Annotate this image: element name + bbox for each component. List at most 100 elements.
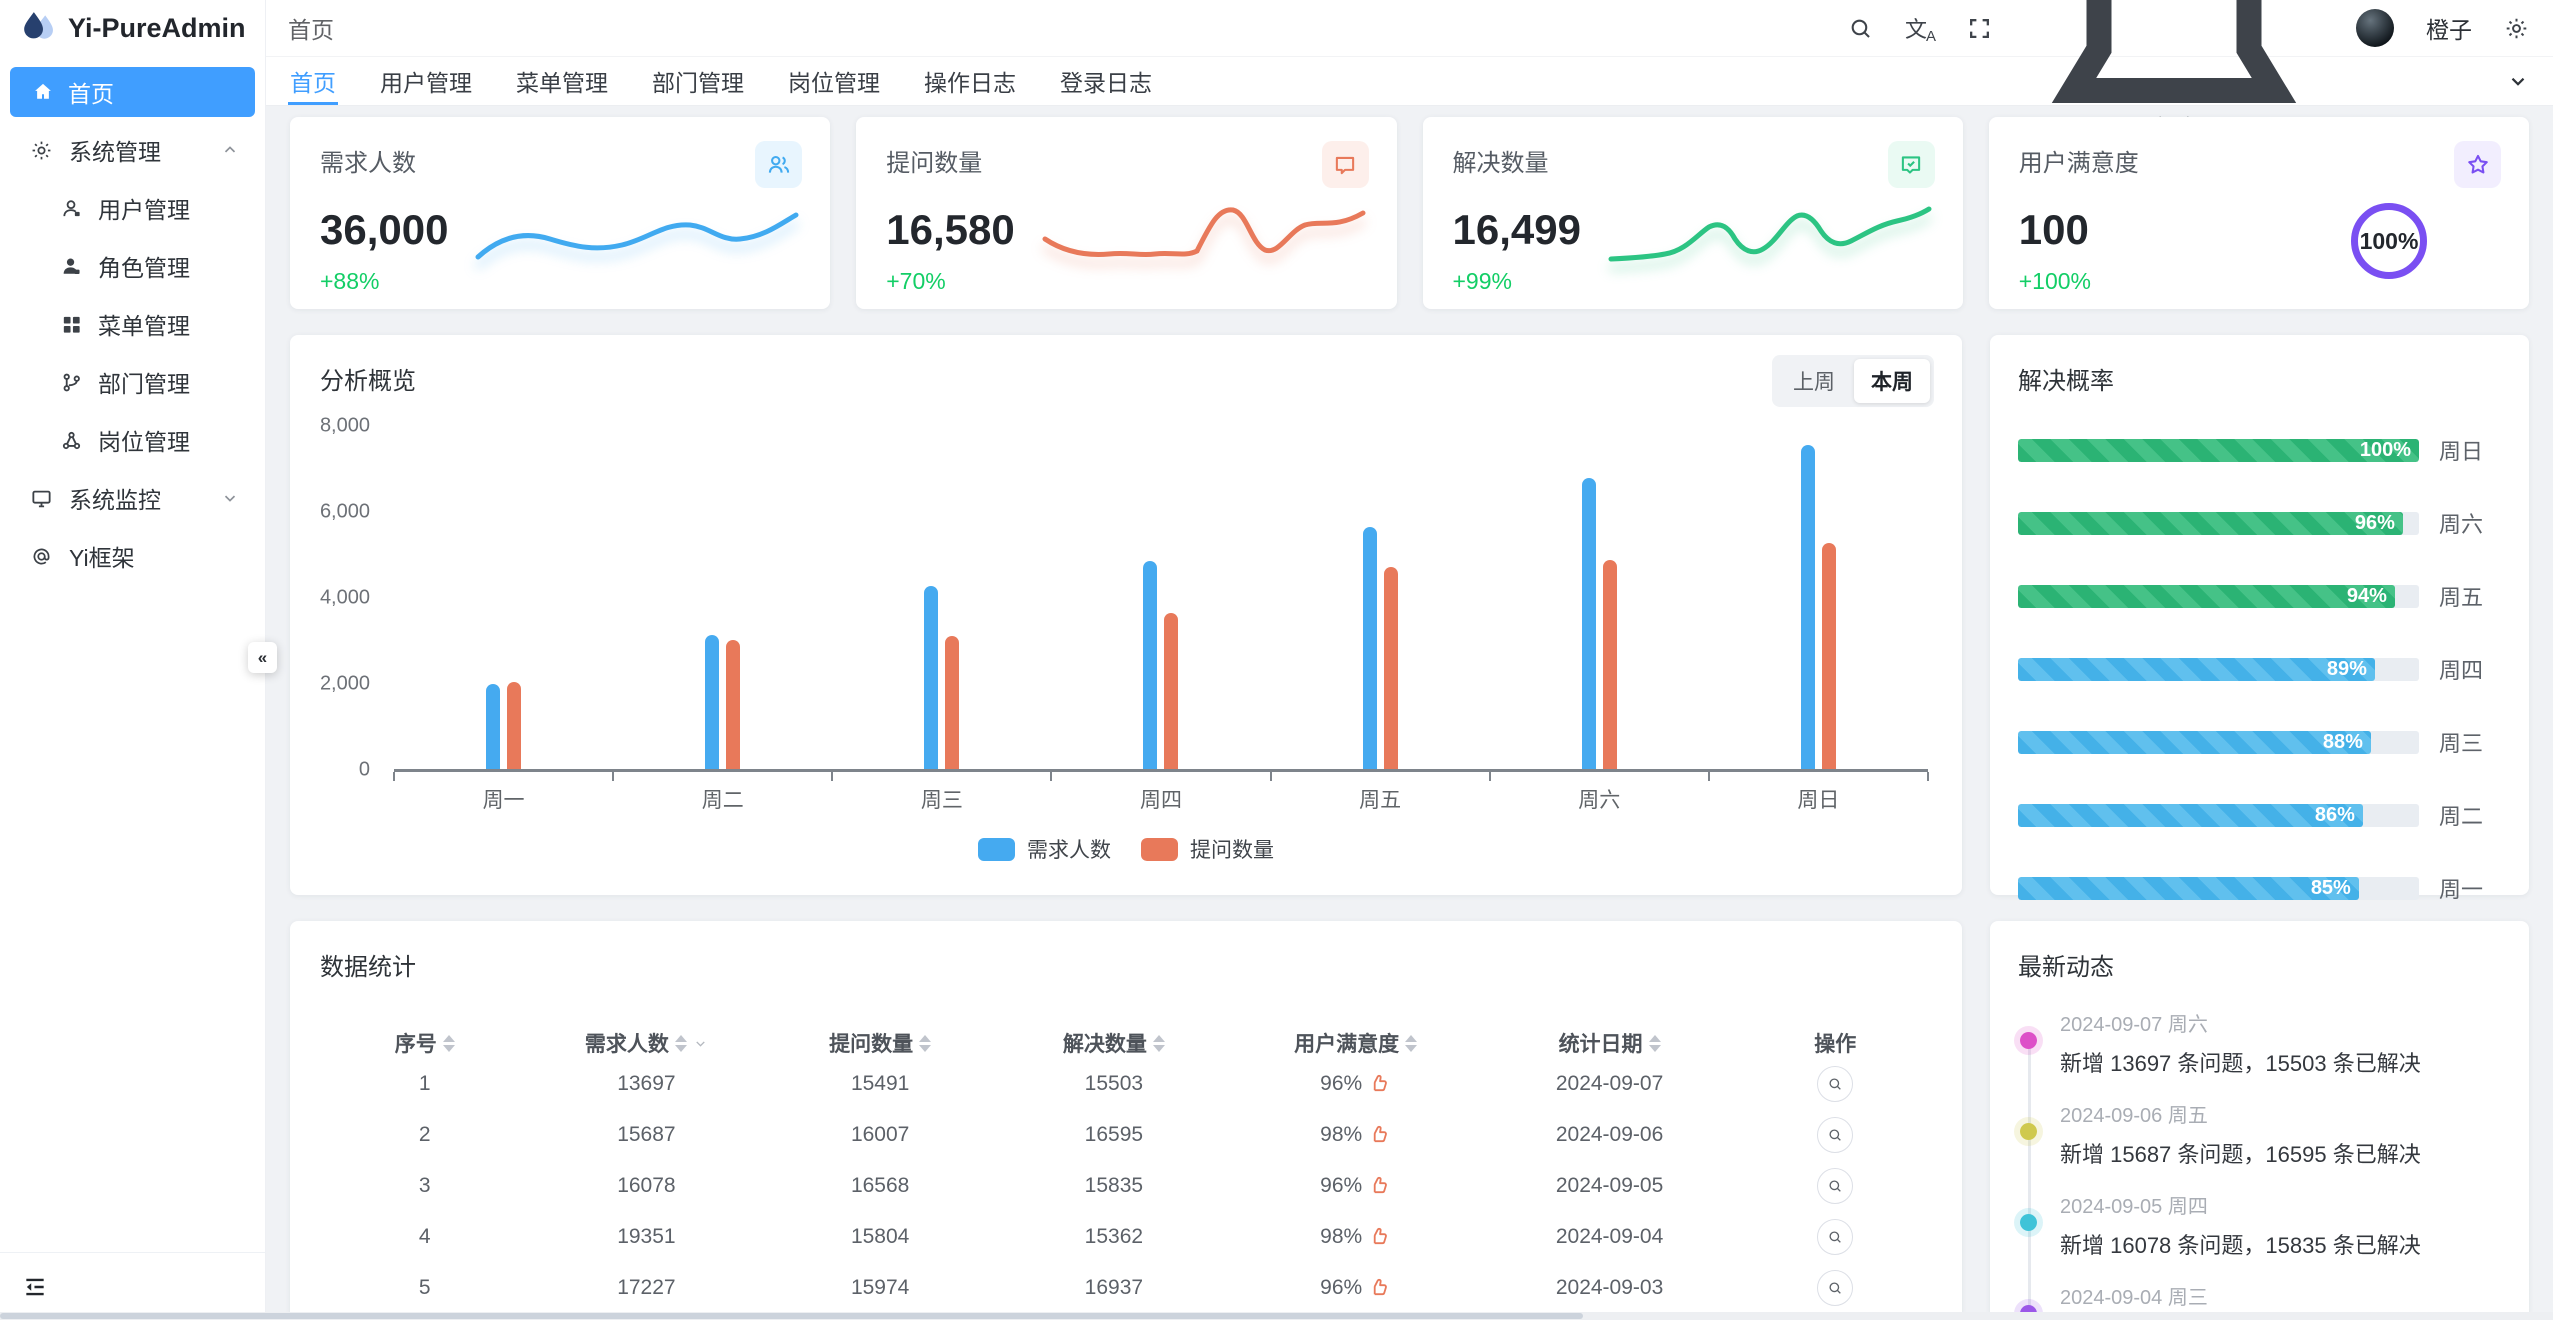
sort-desc-icon[interactable]	[919, 1044, 932, 1052]
settings-icon[interactable]	[2504, 16, 2529, 41]
table-cell: 16937	[1084, 1275, 1144, 1299]
bar-提问数量-周日[interactable]	[1821, 543, 1836, 770]
sort-desc-icon[interactable]	[1152, 1044, 1165, 1052]
fullscreen-icon[interactable]	[1967, 16, 1992, 41]
analysis-overview-panel: 分析概览 上周 本周 0 2,000 4,000 6,000 8,000 周一 周二 周三 周四…	[290, 335, 1962, 895]
sort-desc-icon[interactable]	[674, 1044, 687, 1052]
sidebar-item-菜单管理[interactable]: 菜单管理	[0, 295, 265, 353]
bar-提问数量-周三[interactable]	[945, 635, 960, 770]
range-option-上周[interactable]: 上周	[1793, 371, 1835, 394]
sidebar-group-系统监控[interactable]: 系统监控	[0, 469, 265, 527]
progress-track: 88%	[2018, 730, 2419, 754]
bar-需求人数-周六[interactable]	[1581, 477, 1596, 770]
sidebar-item-岗位管理[interactable]: 岗位管理	[0, 411, 265, 469]
bar-需求人数-周四[interactable]	[1143, 561, 1158, 770]
column-header-label: 需求人数	[584, 1033, 669, 1056]
sort-desc-icon[interactable]	[442, 1044, 455, 1052]
tab-部门管理[interactable]: 部门管理	[652, 70, 744, 96]
view-detail-button[interactable]	[1817, 1269, 1854, 1306]
column-header-label: 用户满意度	[1294, 1033, 1400, 1056]
scrollbar-thumb[interactable]	[0, 1313, 1583, 1319]
table-cell: 2024-09-05	[1555, 1173, 1664, 1197]
avatar[interactable]	[2356, 9, 2394, 47]
bar-提问数量-周六[interactable]	[1602, 559, 1617, 770]
search-icon	[1827, 1076, 1843, 1092]
column-header-label: 操作	[1814, 1033, 1857, 1056]
y-tick-label: 8,000	[319, 414, 370, 437]
view-detail-button[interactable]	[1817, 1218, 1854, 1255]
progress-day-label: 周一	[2439, 877, 2484, 902]
sort-asc-icon[interactable]	[919, 1034, 932, 1042]
bar-提问数量-周五[interactable]	[1383, 567, 1398, 770]
stat-card-icon-box	[2454, 141, 2501, 188]
bar-chart: 0 2,000 4,000 6,000 8,000 周一 周二 周三 周四 周五 周六 周日 需求人…	[320, 415, 1932, 881]
bar-需求人数-周三[interactable]	[924, 586, 939, 770]
chevron-down-icon[interactable]	[2507, 70, 2529, 92]
bar-需求人数-周五[interactable]	[1362, 527, 1377, 770]
chart-title: 分析概览	[320, 368, 416, 395]
sidebar-item-用户管理[interactable]: 用户管理	[0, 179, 265, 237]
table-row: 2 15687 16007 16595 98% 2024-09-06	[320, 1109, 1932, 1160]
view-detail-button[interactable]	[1817, 1116, 1854, 1153]
sort-desc-icon[interactable]	[1405, 1044, 1418, 1052]
sort-asc-icon[interactable]	[1648, 1034, 1661, 1042]
sort-asc-icon[interactable]	[674, 1034, 687, 1042]
stat-card-解决数量: 解决数量 16,499 +99%	[1422, 117, 1963, 309]
sidebar-collapse-fab[interactable]: «	[248, 642, 277, 673]
x-axis-tick	[1050, 772, 1053, 781]
sidebar-group-label: 系统监控	[69, 487, 161, 513]
bar-需求人数-周日[interactable]	[1800, 445, 1815, 770]
sidebar-item-首页[interactable]: 首页	[10, 67, 255, 117]
search-icon[interactable]	[1848, 16, 1873, 41]
view-detail-button[interactable]	[1817, 1167, 1854, 1204]
tab-登录日志[interactable]: 登录日志	[1060, 70, 1152, 96]
bar-提问数量-周一[interactable]	[507, 681, 522, 770]
search-icon	[1827, 1127, 1843, 1143]
sidebar-item-角色管理[interactable]: 角色管理	[0, 237, 265, 295]
sidebar-item-Yi框架[interactable]: Yi框架	[0, 527, 265, 585]
progress-track: 89%	[2018, 657, 2419, 681]
table-cell: 17227	[617, 1275, 676, 1299]
at-icon	[30, 545, 53, 568]
x-axis-label: 周二	[701, 789, 744, 812]
progress-fill: 100%	[2018, 438, 2419, 462]
view-detail-button[interactable]	[1817, 1065, 1854, 1102]
search-icon	[1827, 1229, 1843, 1245]
progress-fill: 94%	[2018, 584, 2395, 608]
chevron-down-icon[interactable]	[693, 1036, 708, 1051]
tab-用户管理[interactable]: 用户管理	[380, 70, 472, 96]
tab-菜单管理[interactable]: 菜单管理	[516, 70, 608, 96]
tab-岗位管理[interactable]: 岗位管理	[788, 70, 880, 96]
user-filled-icon	[60, 255, 83, 278]
app-logo[interactable]: Yi-PureAdmin	[0, 0, 265, 57]
bar-需求人数-周二[interactable]	[705, 634, 720, 770]
column-header-label: 提问数量	[829, 1033, 914, 1056]
sort-desc-icon[interactable]	[1648, 1044, 1661, 1052]
horizontal-scrollbar[interactable]	[0, 1312, 2553, 1320]
table-cell	[1739, 1116, 1932, 1153]
table-cell: 15362	[1084, 1224, 1144, 1248]
bar-提问数量-周二[interactable]	[726, 640, 741, 770]
legend-item-提问数量[interactable]: 提问数量	[1141, 834, 1274, 864]
table-cell: 96%	[1231, 1276, 1481, 1300]
bar-group-周四	[1051, 426, 1270, 770]
legend-item-需求人数[interactable]: 需求人数	[978, 834, 1111, 864]
column-header-label: 解决数量	[1062, 1033, 1147, 1056]
bar-需求人数-周一[interactable]	[486, 684, 501, 770]
bar-提问数量-周四[interactable]	[1164, 612, 1179, 770]
range-option-本周[interactable]: 本周	[1854, 359, 1930, 403]
tab-操作日志[interactable]: 操作日志	[924, 70, 1016, 96]
sidebar-item-部门管理[interactable]: 部门管理	[0, 353, 265, 411]
solve-panel-title: 解决概率	[2018, 368, 2114, 395]
breadcrumb[interactable]: 首页	[288, 17, 334, 43]
translate-icon[interactable]: 文A	[1904, 16, 1936, 45]
collapse-sidebar-icon[interactable]	[22, 1274, 48, 1300]
sort-asc-icon[interactable]	[1405, 1034, 1418, 1042]
username[interactable]: 橙子	[2426, 17, 2472, 43]
sort-asc-icon[interactable]	[442, 1034, 455, 1042]
tab-首页[interactable]: 首页	[288, 57, 338, 105]
stat-card-提问数量: 提问数量 16,580 +70%	[856, 117, 1397, 309]
grid-icon	[60, 313, 83, 336]
sort-asc-icon[interactable]	[1152, 1034, 1165, 1042]
sidebar-group-系统管理[interactable]: 系统管理	[0, 121, 265, 179]
